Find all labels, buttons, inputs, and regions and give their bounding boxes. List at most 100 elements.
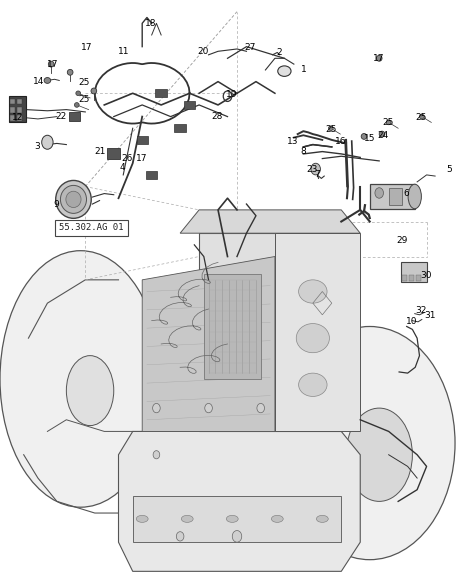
Circle shape [153, 403, 160, 413]
Text: 32: 32 [415, 305, 427, 315]
Text: 25: 25 [79, 78, 90, 87]
Text: 19: 19 [226, 90, 237, 99]
Ellipse shape [44, 78, 51, 83]
Text: 24: 24 [377, 131, 389, 140]
Text: 29: 29 [396, 236, 408, 245]
Bar [69, 112, 80, 121]
Ellipse shape [61, 185, 86, 213]
Polygon shape [142, 257, 275, 431]
Bar [184, 101, 195, 109]
Ellipse shape [74, 103, 79, 107]
Text: 22: 22 [55, 112, 66, 121]
Text: 31: 31 [425, 311, 436, 321]
Text: 1: 1 [301, 65, 306, 75]
Bar [155, 89, 167, 97]
Circle shape [311, 163, 320, 175]
Ellipse shape [346, 408, 412, 501]
Ellipse shape [0, 251, 161, 507]
Text: 23: 23 [306, 164, 318, 174]
Text: 27: 27 [245, 43, 256, 52]
Ellipse shape [408, 184, 421, 209]
Ellipse shape [91, 88, 97, 94]
Ellipse shape [181, 515, 193, 522]
Text: 26: 26 [121, 154, 133, 163]
Text: 13: 13 [287, 136, 299, 146]
Text: 8: 8 [301, 147, 306, 156]
Bar [107, 148, 120, 159]
Text: 25: 25 [415, 113, 427, 122]
Bar [401, 262, 427, 282]
Text: 3: 3 [34, 142, 40, 152]
Bar [204, 274, 261, 379]
Bar [10, 99, 15, 104]
Text: 10: 10 [406, 317, 417, 326]
Circle shape [257, 403, 264, 413]
Ellipse shape [299, 373, 327, 396]
Ellipse shape [328, 126, 333, 131]
Text: 20: 20 [197, 47, 209, 56]
Circle shape [153, 451, 160, 459]
Text: 6: 6 [404, 189, 410, 198]
Circle shape [232, 531, 242, 542]
Ellipse shape [271, 515, 283, 522]
Text: 17: 17 [373, 54, 384, 63]
Text: 25: 25 [325, 125, 337, 134]
Ellipse shape [296, 324, 329, 353]
Circle shape [42, 135, 53, 149]
Ellipse shape [136, 515, 148, 522]
Text: 25: 25 [382, 118, 393, 127]
Bar [17, 99, 22, 104]
Polygon shape [199, 233, 341, 431]
Bar [137, 136, 148, 144]
Ellipse shape [66, 356, 114, 426]
Text: 18: 18 [145, 19, 156, 28]
Ellipse shape [379, 131, 385, 137]
Text: 21: 21 [95, 147, 106, 156]
Ellipse shape [284, 326, 455, 560]
Text: 25: 25 [79, 94, 90, 104]
Text: 14: 14 [33, 77, 45, 86]
Ellipse shape [226, 515, 238, 522]
Ellipse shape [299, 280, 327, 303]
Text: 11: 11 [118, 47, 130, 56]
Bar [416, 275, 421, 281]
Text: 30: 30 [420, 271, 431, 280]
Polygon shape [275, 233, 360, 431]
Bar [409, 275, 414, 281]
Text: 17: 17 [47, 59, 59, 69]
Bar [174, 124, 186, 132]
Text: 15: 15 [364, 134, 375, 143]
Text: 17: 17 [136, 154, 147, 163]
Circle shape [205, 403, 212, 413]
Bar [17, 115, 22, 121]
Bar [389, 188, 402, 205]
Ellipse shape [278, 66, 291, 76]
Circle shape [176, 532, 184, 541]
Ellipse shape [67, 69, 73, 75]
Ellipse shape [66, 191, 81, 208]
Polygon shape [180, 210, 360, 233]
Ellipse shape [376, 55, 382, 61]
Bar [402, 275, 407, 281]
Ellipse shape [316, 515, 328, 522]
Bar [10, 115, 15, 121]
Text: 55.302.AG 01: 55.302.AG 01 [59, 223, 123, 233]
Text: 12: 12 [12, 113, 24, 122]
Bar [146, 171, 157, 179]
Text: 28: 28 [211, 112, 223, 121]
Text: 2: 2 [277, 48, 283, 57]
Bar [370, 184, 415, 209]
Ellipse shape [375, 188, 383, 198]
Text: 5: 5 [447, 164, 452, 174]
Bar [10, 107, 15, 113]
Bar [17, 107, 22, 113]
FancyBboxPatch shape [55, 220, 128, 236]
Text: 7: 7 [314, 170, 319, 180]
Ellipse shape [419, 114, 424, 119]
Text: 9: 9 [53, 199, 59, 209]
Ellipse shape [386, 120, 391, 125]
Ellipse shape [361, 134, 367, 139]
Ellipse shape [76, 91, 81, 96]
Bar [9, 96, 26, 122]
Text: 4: 4 [119, 163, 125, 173]
